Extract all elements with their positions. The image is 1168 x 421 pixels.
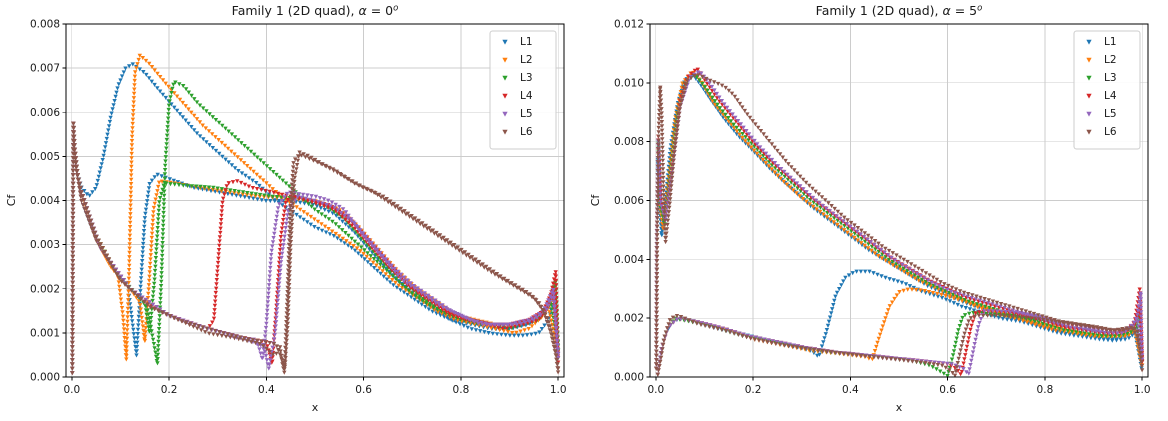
y-tick-label: 0.008 — [30, 19, 60, 31]
legend-label-L1: L1 — [520, 36, 533, 48]
legend-marker-L5 — [502, 111, 508, 117]
legend-marker-L4 — [1086, 93, 1092, 99]
x-tick-label: 0.2 — [745, 384, 762, 396]
series-L6-markers — [654, 73, 1145, 377]
chart-family1-alpha-5: 0.0 0.2 0.4 0.6 0.8 1.0 0.000 0.002 0.004 0.006 0.… — [584, 0, 1168, 421]
legend-label-L1: L1 — [1104, 36, 1117, 48]
x-tick-label: 0.8 — [453, 384, 470, 396]
legend-label-L6: L6 — [1104, 126, 1117, 138]
legend-marker-L6 — [1086, 129, 1092, 135]
x-axis-label: x — [896, 401, 903, 414]
y-axis-label: Cf — [5, 194, 18, 207]
y-tick-label: 0.006 — [30, 107, 60, 119]
y-tick-label: 0.012 — [614, 19, 644, 31]
legend-marker-L2 — [1086, 57, 1092, 63]
y-tick-label: 0.004 — [30, 195, 60, 207]
series-layer — [654, 67, 1145, 377]
x-tick-label: 0.0 — [647, 384, 664, 396]
legend-label-L2: L2 — [520, 54, 533, 66]
y-tick-label: 0.004 — [614, 254, 644, 266]
legend-marker-L3 — [1086, 75, 1092, 81]
y-tick-label: 0.010 — [614, 77, 644, 89]
y-axis-label: Cf — [589, 194, 602, 207]
legend-marker-L3 — [502, 75, 508, 81]
legend-marker-L1 — [1086, 39, 1092, 45]
legend: L1 L2 L3 L4 L5 L6 — [1073, 30, 1141, 150]
legend-label-L4: L4 — [1104, 90, 1117, 102]
legend-box — [489, 30, 557, 150]
x-tick-label: 0.6 — [355, 384, 372, 396]
x-tick-label: 0.6 — [939, 384, 956, 396]
y-tick-label: 0.003 — [30, 239, 60, 251]
legend-box — [1073, 30, 1141, 150]
legend-marker-L2 — [502, 57, 508, 63]
legend-marker-L1 — [502, 39, 508, 45]
y-tick-label: 0.002 — [30, 283, 60, 295]
plot-title: Family 1 (2D quad), α = 5o — [816, 3, 983, 18]
y-tick-label: 0.000 — [614, 372, 644, 384]
legend-marker-L4 — [502, 93, 508, 99]
legend-label-L2: L2 — [1104, 54, 1117, 66]
legend-label-L4: L4 — [520, 90, 533, 102]
x-tick-label: 0.0 — [63, 384, 80, 396]
legend-label-L5: L5 — [1104, 108, 1117, 120]
y-tick-label: 0.000 — [30, 372, 60, 384]
legend-label-L3: L3 — [520, 72, 533, 84]
x-axis-label: x — [312, 401, 319, 414]
y-tick-label: 0.002 — [614, 313, 644, 325]
legend-label-L5: L5 — [520, 108, 533, 120]
y-tick-label: 0.005 — [30, 151, 60, 163]
legend: L1 L2 L3 L4 L5 L6 — [489, 30, 557, 150]
legend-marker-L6 — [502, 129, 508, 135]
x-tick-label: 1.0 — [1134, 384, 1151, 396]
legend-marker-L5 — [1086, 111, 1092, 117]
x-tick-label: 1.0 — [550, 384, 567, 396]
y-tick-label: 0.006 — [614, 195, 644, 207]
y-tick-label: 0.001 — [30, 327, 60, 339]
y-tick-label: 0.008 — [614, 136, 644, 148]
legend-label-L3: L3 — [1104, 72, 1117, 84]
series-L6-markers — [70, 121, 561, 376]
y-tick-label: 0.007 — [30, 63, 60, 75]
plot-title: Family 1 (2D quad), α = 0o — [232, 3, 399, 18]
legend-label-L6: L6 — [520, 126, 533, 138]
series-layer — [70, 53, 561, 376]
x-tick-label: 0.2 — [161, 384, 178, 396]
chart-family1-alpha-0: 0.0 0.2 0.4 0.6 0.8 1.0 0.000 0.001 0.002 0.003 0.… — [5, 3, 567, 414]
x-tick-label: 0.4 — [258, 384, 275, 396]
x-tick-label: 0.4 — [842, 384, 859, 396]
x-tick-label: 0.8 — [1037, 384, 1054, 396]
